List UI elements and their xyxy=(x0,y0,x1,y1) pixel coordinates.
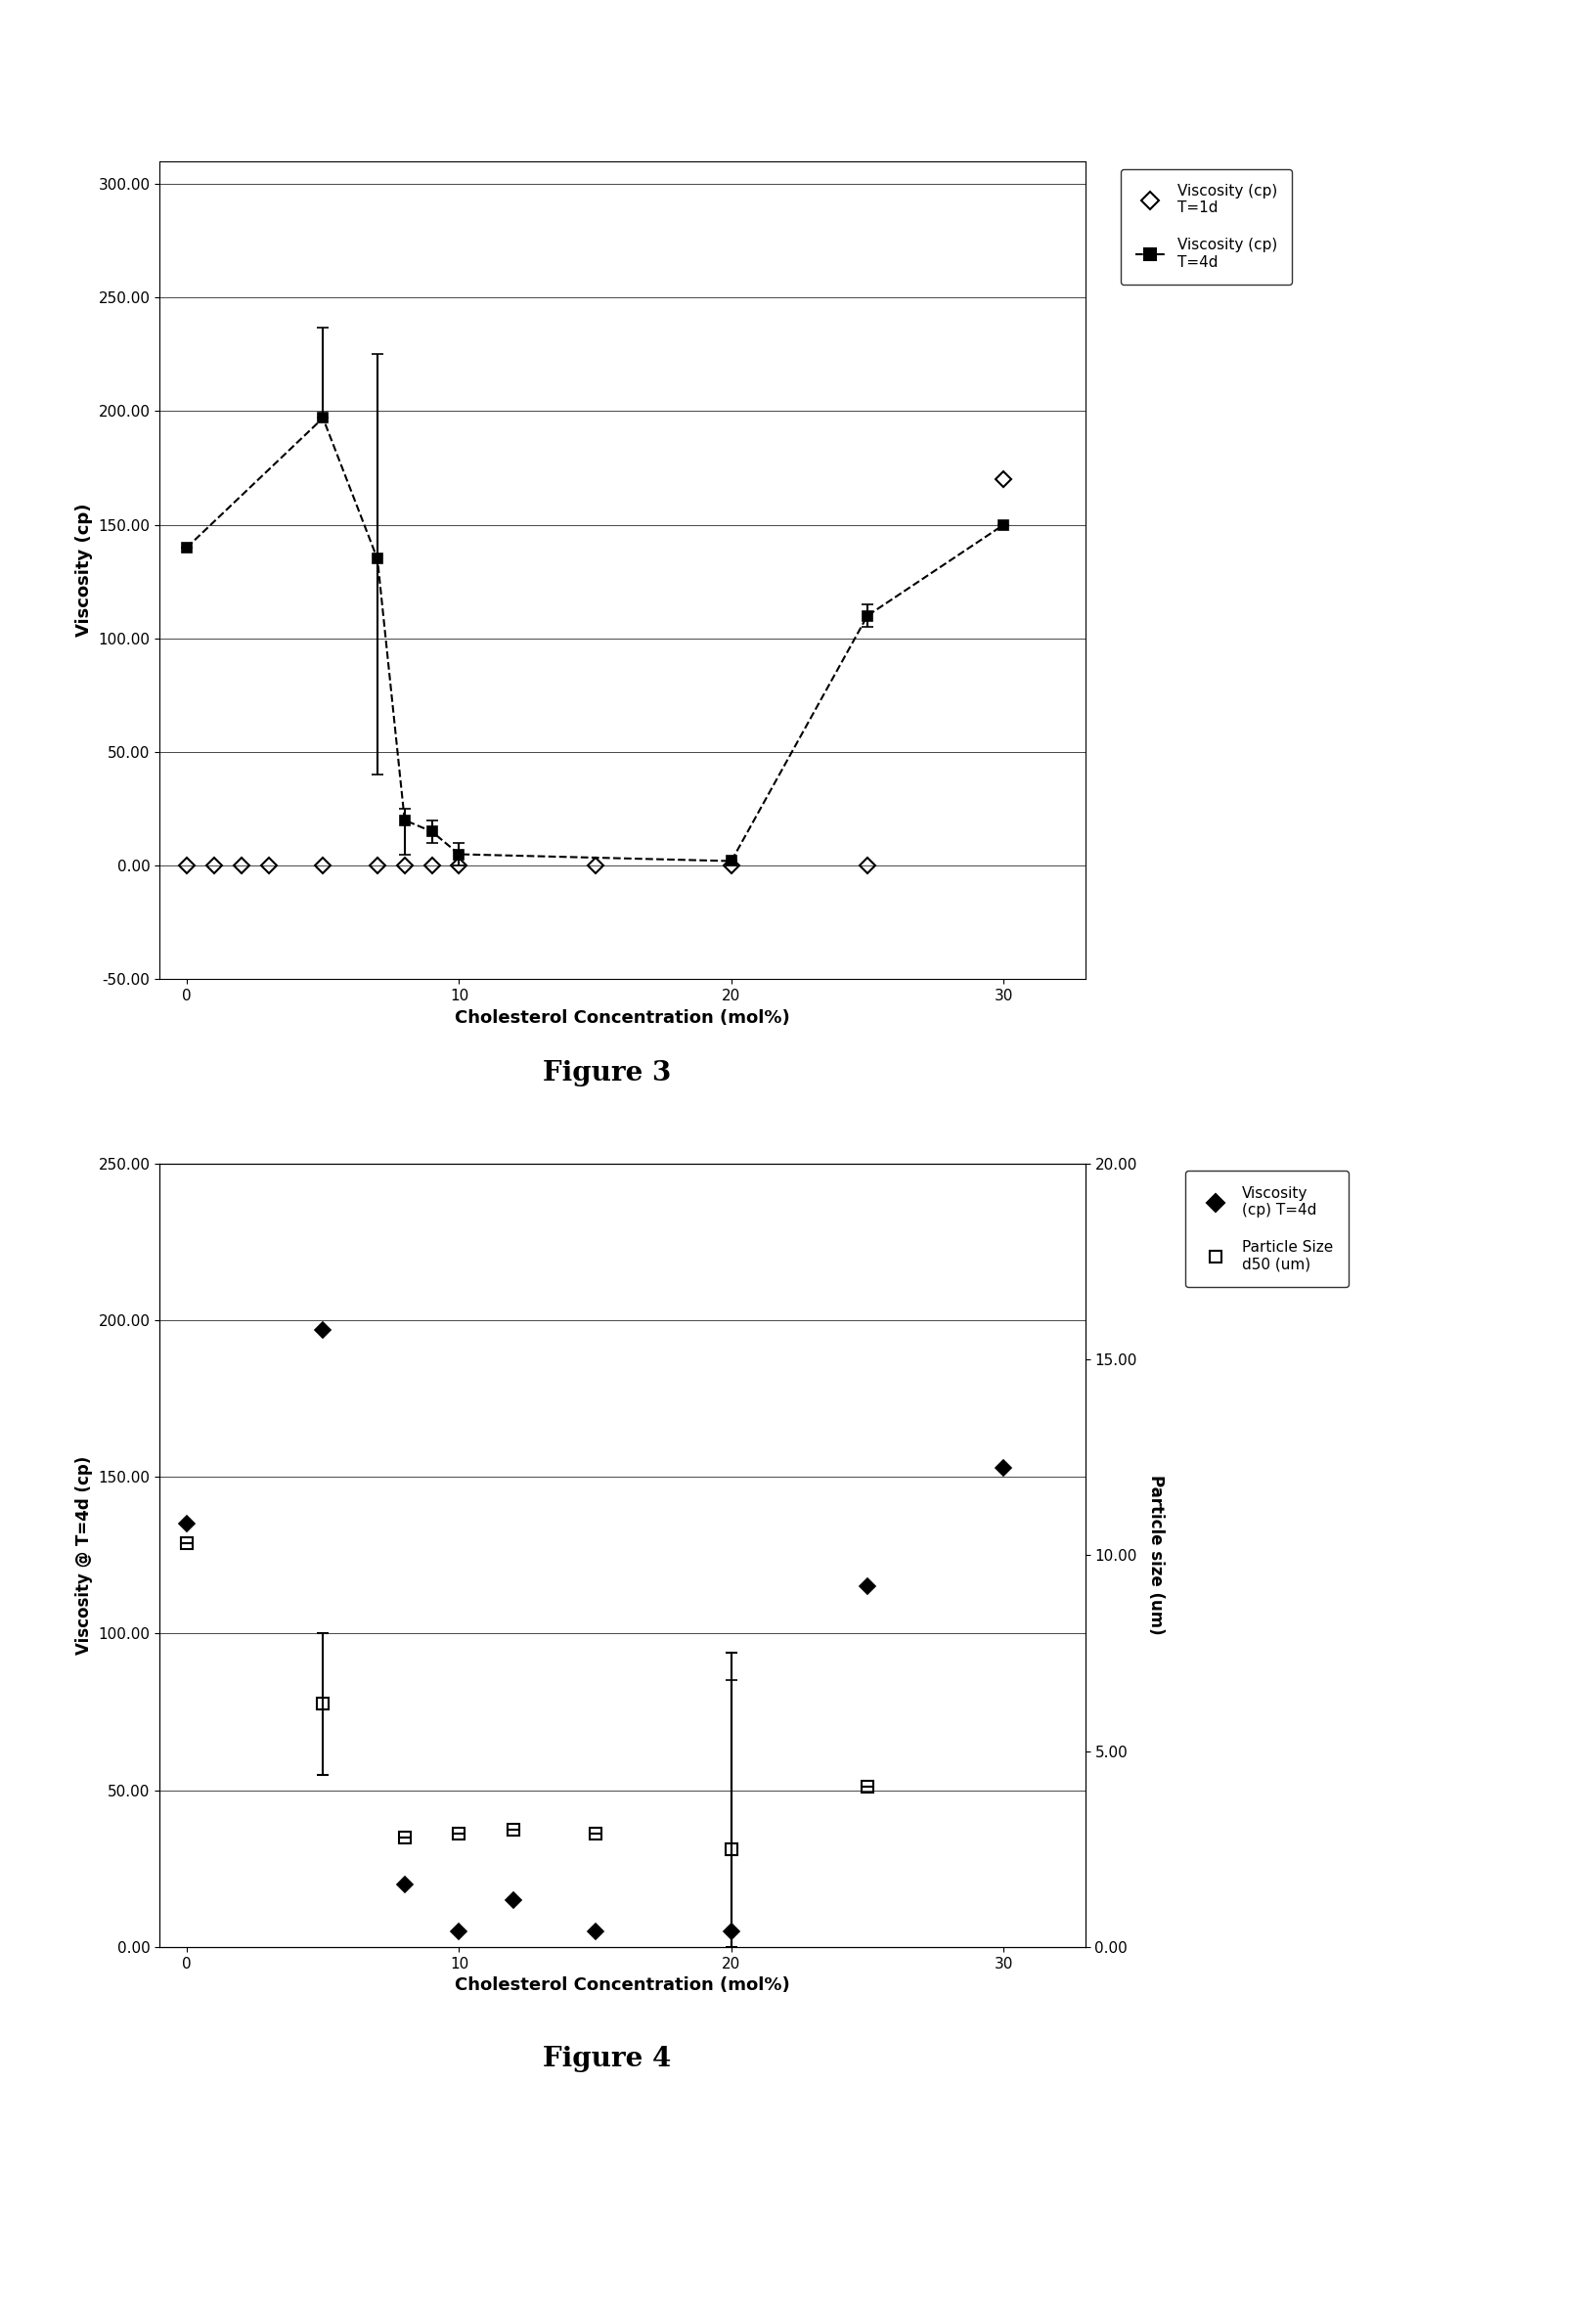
Legend: Viscosity
(cp) T=4d, Particle Size
d50 (um): Viscosity (cp) T=4d, Particle Size d50 (… xyxy=(1186,1170,1349,1286)
Y-axis label: Viscosity (cp): Viscosity (cp) xyxy=(75,505,93,636)
Text: Figure 4: Figure 4 xyxy=(543,2046,670,2071)
X-axis label: Cholesterol Concentration (mol%): Cholesterol Concentration (mol%) xyxy=(455,1977,790,1993)
Y-axis label: Particle size (um): Particle size (um) xyxy=(1148,1475,1165,1636)
Y-axis label: Viscosity @ T=4d (cp): Viscosity @ T=4d (cp) xyxy=(75,1456,93,1654)
Text: Figure 3: Figure 3 xyxy=(543,1060,670,1085)
Legend: Viscosity (cp)
T=1d, Viscosity (cp)
T=4d: Viscosity (cp) T=1d, Viscosity (cp) T=4d xyxy=(1120,168,1293,283)
X-axis label: Cholesterol Concentration (mol%): Cholesterol Concentration (mol%) xyxy=(455,1009,790,1025)
